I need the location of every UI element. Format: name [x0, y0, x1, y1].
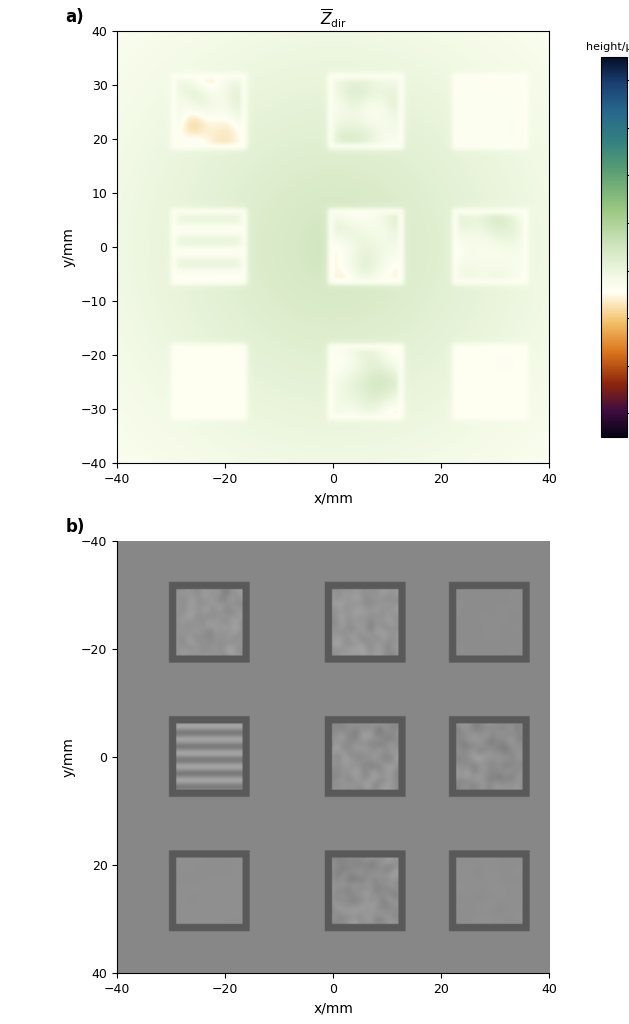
X-axis label: x/mm: x/mm [313, 492, 353, 505]
Text: b): b) [65, 518, 85, 537]
Y-axis label: y/mm: y/mm [62, 227, 75, 266]
Title: $\overline{Z}_{\mathrm{dir}}$: $\overline{Z}_{\mathrm{dir}}$ [320, 7, 347, 30]
Text: a): a) [65, 8, 84, 27]
Y-axis label: y/mm: y/mm [62, 737, 75, 776]
Title: height/μm: height/μm [586, 42, 629, 51]
X-axis label: x/mm: x/mm [313, 1001, 353, 1015]
